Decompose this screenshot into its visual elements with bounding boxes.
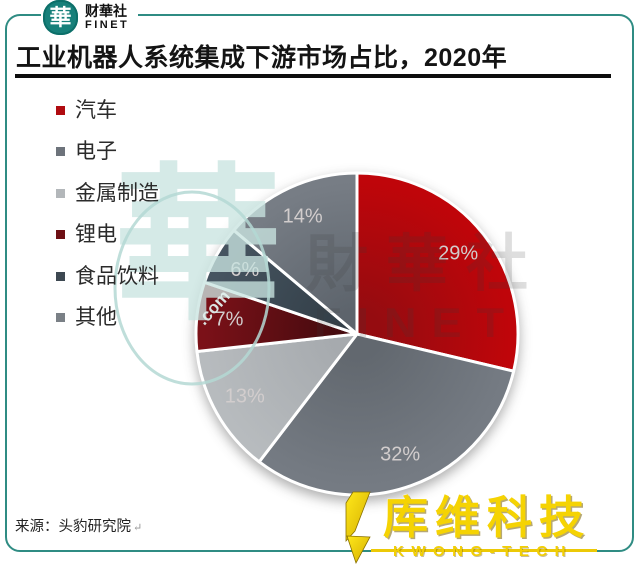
pie-label-食品饮料: 6%	[230, 259, 259, 281]
pie-label-金属制造: 13%	[225, 385, 265, 407]
finet-logo-names: 财華社 FINET	[85, 2, 130, 32]
legend-item-4: 锂电	[56, 224, 159, 246]
legend-swatch	[56, 188, 65, 198]
source-text: 来源：头豹研究院	[15, 519, 131, 535]
pie-label-锂电: 7%	[215, 308, 244, 330]
legend-label: 电子	[75, 140, 117, 163]
legend-item-2: 电子	[56, 141, 159, 163]
kwong-name-en: KWONG-TECH	[393, 543, 573, 560]
pie-label-汽车: 29%	[438, 242, 478, 264]
finet-seal-glyph: 華	[49, 4, 72, 30]
pie-label-其他: 14%	[283, 205, 323, 227]
pie-label-电子: 32%	[380, 444, 420, 466]
legend-item-1: 汽车	[56, 99, 159, 121]
legend-label: 金属制造	[75, 181, 159, 205]
title-underline	[15, 74, 611, 78]
kwong-tech-logo: 库维科技 KWONG-TECH	[343, 489, 597, 567]
pie-chart: 29% 32% 13% 7% 6% 14%	[194, 171, 520, 497]
finet-seal-icon: 華	[43, 0, 78, 35]
legend-item-5: 食品饮料	[56, 265, 159, 287]
pie-legend: 汽车电子金属制造锂电食品饮料其他	[56, 99, 159, 348]
source-note: 来源：头豹研究院 ↵	[15, 515, 142, 536]
legend-swatch	[56, 313, 65, 322]
page-frame-border	[5, 14, 634, 552]
legend-label: 汽车	[75, 98, 117, 122]
kwong-underline	[371, 549, 597, 552]
legend-swatch	[56, 230, 65, 239]
legend-swatch	[56, 147, 65, 156]
kwong-name-cn: 库维科技	[383, 492, 592, 543]
finet-name-en: FINET	[85, 19, 130, 32]
chart-title: 工业机器人系统集成下游市场占比，2020年	[16, 44, 508, 72]
legend-swatch	[56, 271, 65, 281]
legend-item-6: 其他	[56, 307, 159, 329]
finet-name-cn: 财華社	[85, 2, 127, 19]
kwong-k-icon	[345, 491, 371, 565]
return-mark: ↵	[133, 521, 143, 534]
legend-label: 其他	[75, 306, 117, 329]
legend-label: 锂电	[75, 223, 117, 246]
pie-slice-汽车	[355, 171, 520, 373]
pie-slice-电子	[257, 332, 516, 497]
legend-item-3: 金属制造	[56, 182, 159, 204]
legend-label: 食品饮料	[75, 264, 159, 288]
finet-logo: 華 财華社 FINET	[41, 0, 139, 35]
legend-swatch	[56, 105, 65, 115]
